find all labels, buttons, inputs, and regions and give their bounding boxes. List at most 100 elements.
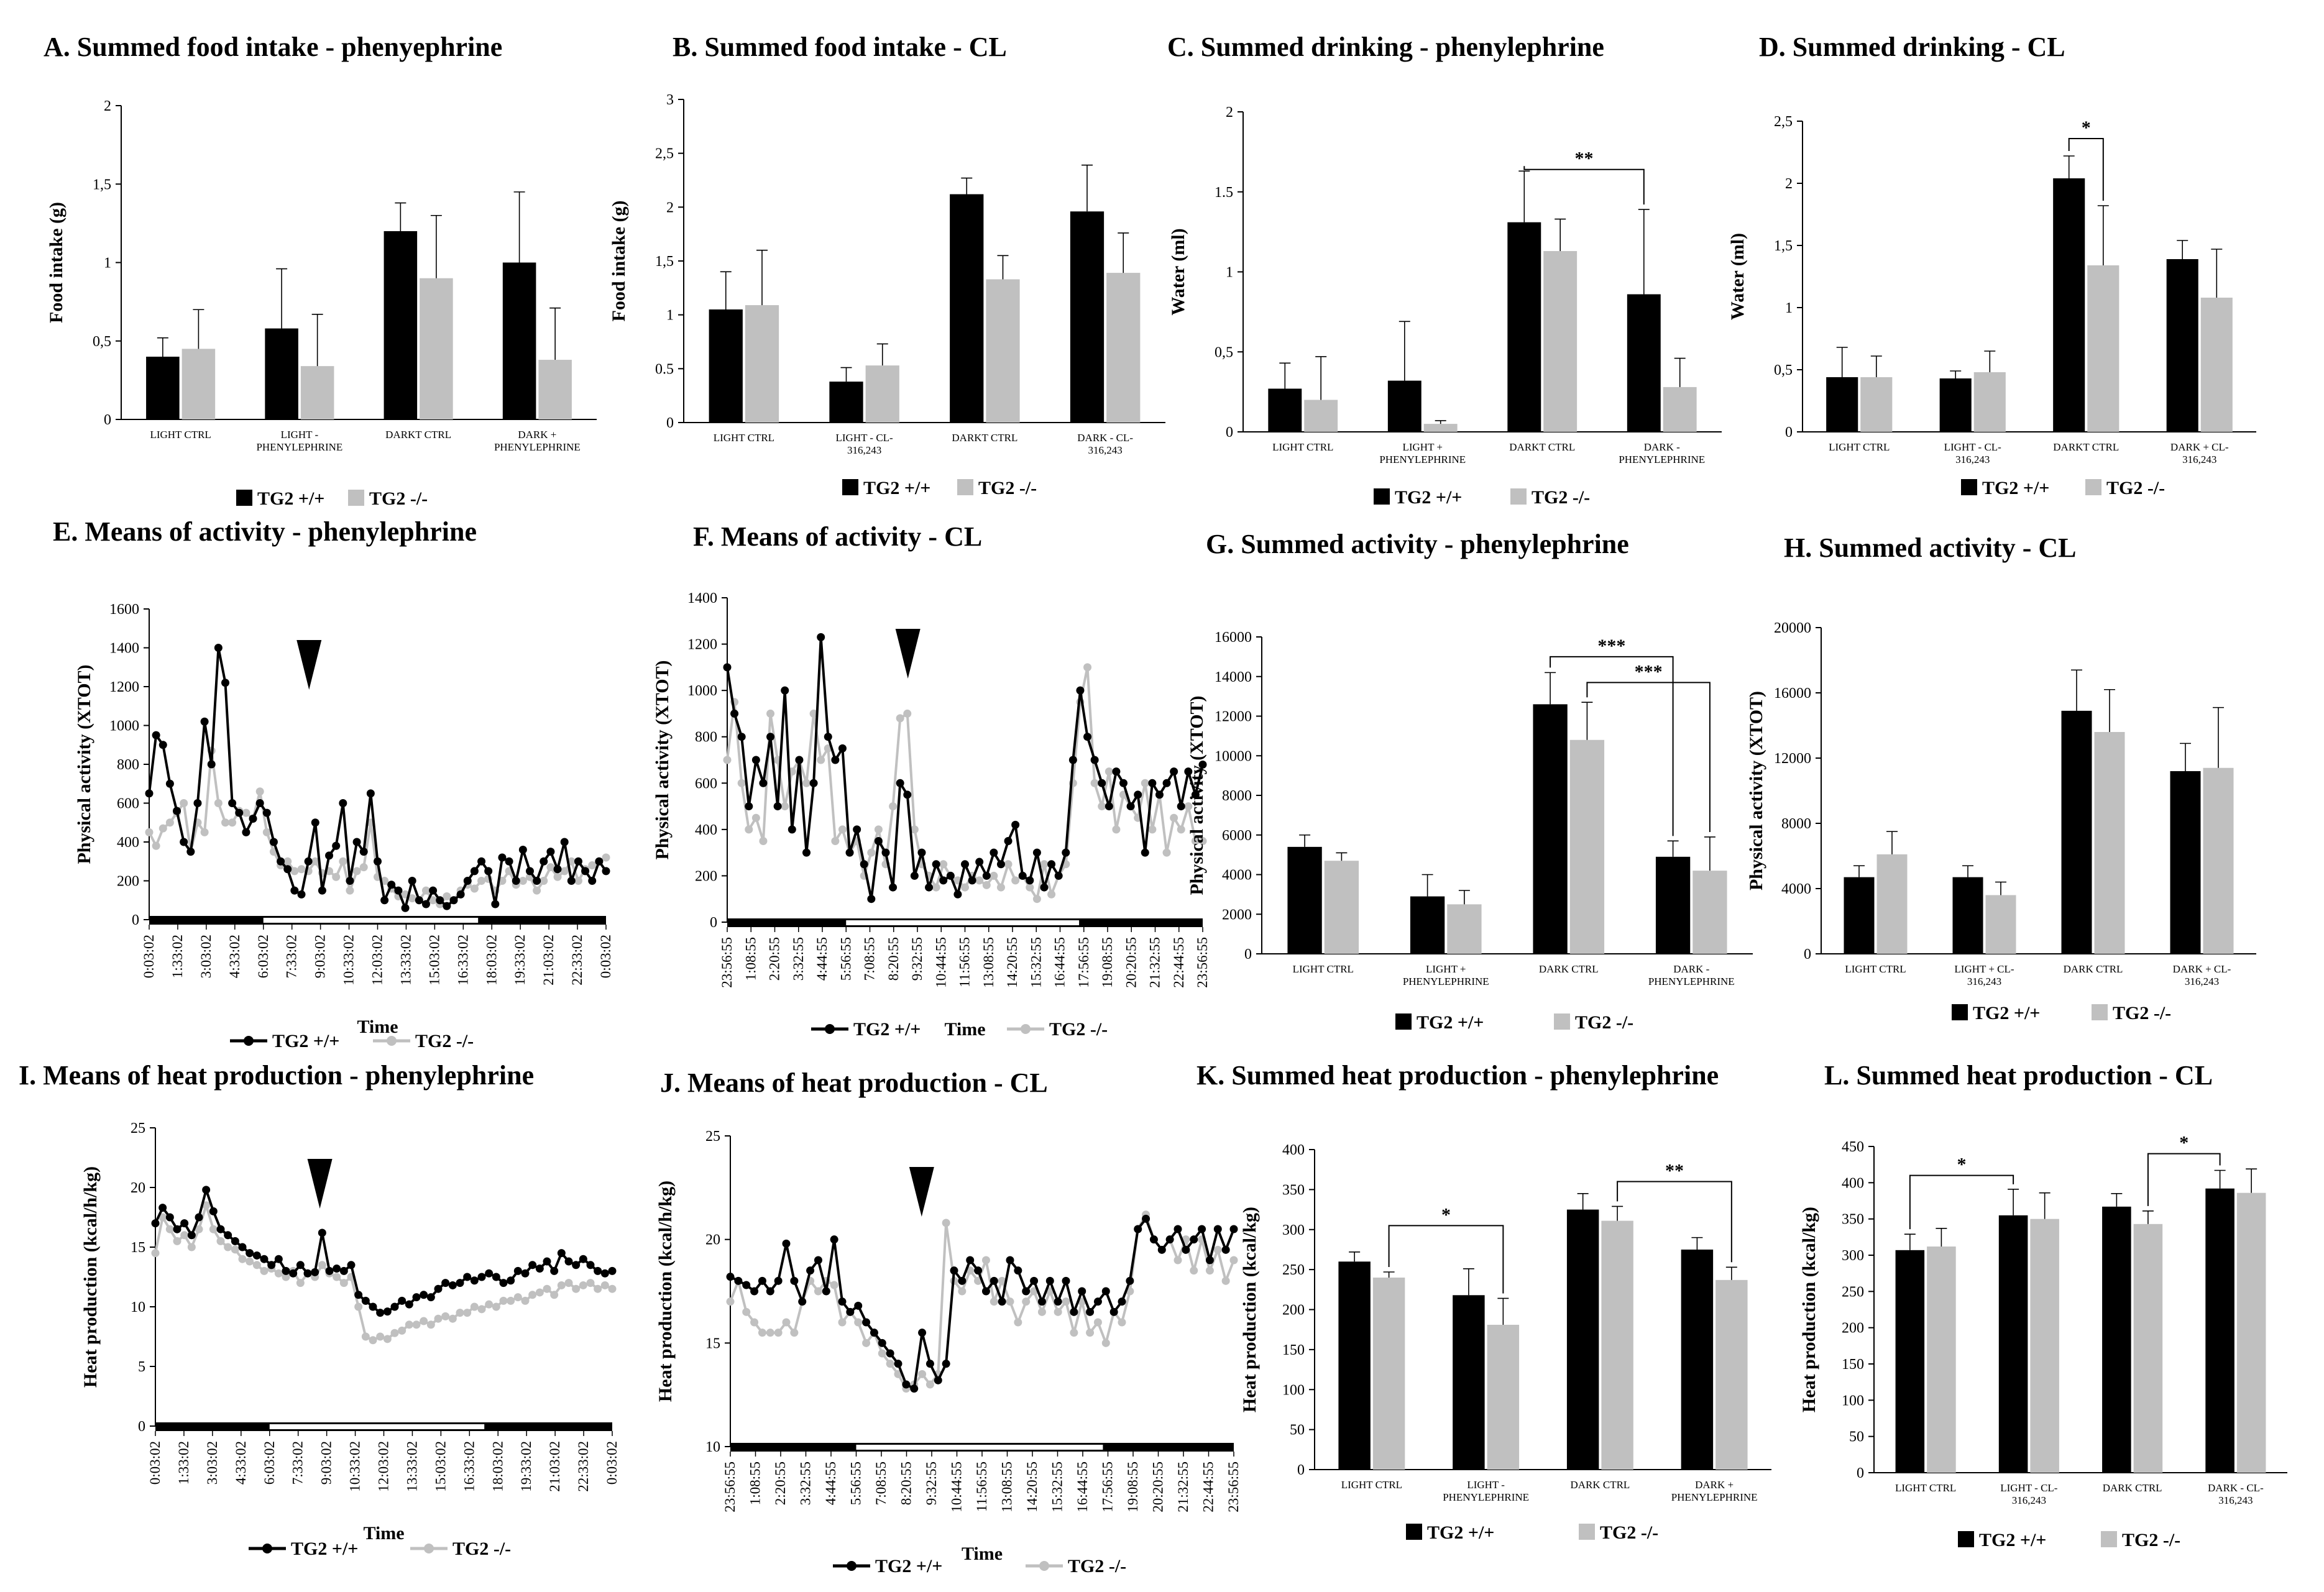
- panel-title-C: C. Summed drinking - phenylephrine: [1167, 32, 1604, 62]
- data-point-E-tg2-wt: [602, 867, 610, 876]
- data-point-I-tg2-ko: [224, 1243, 232, 1251]
- data-point-J-tg2-wt: [798, 1297, 807, 1306]
- data-point-F-tg2-ko: [831, 837, 840, 845]
- data-point-F-tg2-wt: [773, 802, 782, 811]
- data-point-F-tg2-ko: [817, 756, 825, 764]
- x-tick-label-I: 15:03:02: [433, 1441, 448, 1492]
- y-tick-label-K: 50: [1290, 1422, 1305, 1439]
- data-point-J-tg2-ko: [958, 1287, 967, 1296]
- x-tick-label-F: 5:56:55: [838, 937, 853, 981]
- legend-swatch-tg2-wt-G: [1395, 1013, 1412, 1030]
- legend-label-tg2-ko-H: TG2 -/-: [2113, 1003, 2171, 1023]
- data-point-E-tg2-wt: [477, 857, 486, 866]
- data-point-F-tg2-wt: [1198, 760, 1207, 769]
- x-tick-label-L: 316,243: [2218, 1494, 2253, 1506]
- x-tick-label-H: DARK + CL-: [2173, 963, 2231, 975]
- x-tick-label-J: 20:20:55: [1151, 1462, 1166, 1512]
- data-point-I-tg2-ko: [586, 1279, 595, 1288]
- data-point-E-tg2-wt: [339, 799, 347, 807]
- data-point-I-tg2-wt: [543, 1257, 551, 1266]
- data-point-I-tg2-ko: [572, 1284, 581, 1293]
- y-tick-label-E: 600: [117, 796, 139, 812]
- data-point-I-tg2-wt: [209, 1207, 218, 1215]
- data-point-F-tg2-wt: [751, 756, 760, 764]
- bar-B-tg2-ko: [865, 365, 899, 423]
- data-point-I-tg2-ko: [209, 1225, 218, 1233]
- bar-L-tg2-ko: [2133, 1224, 2163, 1473]
- data-point-E-tg2-wt: [401, 904, 410, 912]
- y-tick-label-H: 20000: [1774, 620, 1811, 636]
- data-point-I-tg2-ko: [507, 1296, 515, 1305]
- data-point-E-tg2-ko: [228, 818, 237, 827]
- legend-marker-tg2-wt-F: [825, 1024, 835, 1034]
- data-point-I-tg2-wt: [499, 1279, 508, 1288]
- data-point-I-tg2-ko: [535, 1288, 544, 1297]
- data-point-J-tg2-wt: [934, 1376, 942, 1384]
- series-line-I-tg2-ko: [154, 1204, 613, 1342]
- data-point-E-tg2-wt: [408, 877, 416, 885]
- bar-G-tg2-wt: [1655, 856, 1691, 954]
- y-tick-label-G: 10000: [1215, 748, 1252, 764]
- x-tick-label-D: LIGHT - CL-: [1944, 441, 2002, 453]
- data-point-E-tg2-wt: [595, 857, 604, 866]
- x-tick-label-K: PHENYLEPHRINE: [1443, 1491, 1529, 1503]
- bar-A-tg2-ko: [300, 366, 334, 419]
- x-tick-label-J: 19:08:55: [1125, 1462, 1141, 1512]
- data-point-J-tg2-wt: [1149, 1235, 1158, 1244]
- x-tick-label-J: 1:08:55: [748, 1462, 763, 1505]
- data-point-E-tg2-ko: [540, 877, 548, 885]
- x-tick-label-I: 9:03:02: [319, 1441, 334, 1484]
- data-point-I-tg2-ko: [231, 1245, 239, 1254]
- legend-label-tg2-wt-J: TG2 +/+: [875, 1556, 942, 1576]
- significance-label-G: ***: [1597, 636, 1625, 656]
- data-point-F-tg2-ko: [1112, 825, 1121, 834]
- data-point-I-tg2-ko: [398, 1326, 406, 1335]
- bar-C-tg2-ko: [1663, 387, 1697, 432]
- data-point-I-tg2-wt: [564, 1257, 573, 1266]
- data-point-I-tg2-ko: [543, 1284, 551, 1293]
- bar-A-tg2-wt: [502, 262, 536, 419]
- data-point-J-tg2-ko: [1022, 1297, 1031, 1306]
- data-point-E-tg2-wt: [249, 815, 257, 823]
- y-axis-label-I: Heat production (kcal/h/kg): [80, 1166, 101, 1388]
- data-point-I-tg2-wt: [608, 1266, 617, 1275]
- x-tick-label-J: 4:44:55: [823, 1462, 838, 1505]
- data-point-I-tg2-wt: [224, 1231, 232, 1240]
- data-point-F-tg2-wt: [723, 663, 732, 672]
- data-point-I-tg2-ko: [594, 1284, 602, 1293]
- bar-L-tg2-wt: [2102, 1206, 2131, 1473]
- data-point-I-tg2-ko: [333, 1273, 341, 1281]
- bar-C-tg2-ko: [1304, 400, 1338, 432]
- y-tick-label-J: 10: [705, 1439, 720, 1455]
- data-point-I-tg2-wt: [318, 1228, 326, 1237]
- x-tick-label-E: 21:03:02: [541, 935, 556, 986]
- data-point-E-tg2-ko: [311, 857, 319, 866]
- data-point-E-tg2-wt: [491, 900, 500, 908]
- data-point-I-tg2-wt: [376, 1309, 385, 1317]
- data-point-J-tg2-ko: [1093, 1318, 1102, 1327]
- data-point-E-tg2-wt: [145, 789, 154, 798]
- data-point-E-tg2-wt: [518, 846, 527, 854]
- x-tick-label-I: 22:33:02: [576, 1441, 591, 1492]
- data-point-J-tg2-wt: [1062, 1276, 1070, 1285]
- data-point-J-tg2-ko: [886, 1360, 894, 1368]
- legend-label-tg2-ko-E: TG2 -/-: [415, 1031, 474, 1051]
- data-point-I-tg2-ko: [158, 1213, 167, 1222]
- bar-A-tg2-ko: [538, 360, 572, 419]
- x-tick-label-E: 4:33:02: [227, 935, 242, 978]
- legend-marker-tg2-wt-E: [244, 1036, 254, 1046]
- x-tick-label-F: 2:20:55: [767, 937, 783, 981]
- data-point-I-tg2-wt: [420, 1291, 428, 1299]
- x-tick-label-D: 316,243: [2182, 454, 2216, 465]
- legend-label-tg2-wt-G: TG2 +/+: [1417, 1012, 1484, 1033]
- x-tick-label-L: DARK CTRL: [2103, 1482, 2162, 1494]
- x-tick-label-B: 316,243: [847, 444, 881, 456]
- data-point-J-tg2-ko: [1221, 1276, 1230, 1285]
- legend-swatch-tg2-wt-C: [1374, 488, 1390, 505]
- data-point-E-tg2-wt: [158, 741, 167, 749]
- data-point-E-tg2-ko: [359, 863, 368, 872]
- y-tick-label-E: 1400: [109, 641, 139, 657]
- data-point-J-tg2-wt: [822, 1287, 830, 1296]
- data-point-J-tg2-wt: [862, 1318, 871, 1327]
- x-tick-label-E: 13:33:02: [398, 935, 413, 986]
